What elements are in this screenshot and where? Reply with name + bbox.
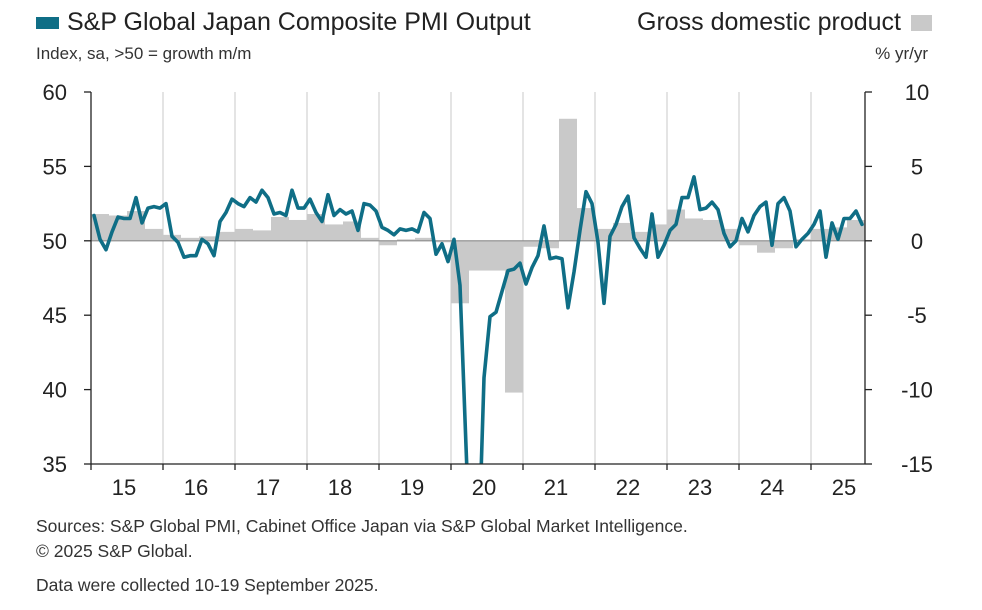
axes	[90, 92, 866, 465]
left-tick-label: 55	[43, 154, 67, 179]
legend-pmi: S&P Global Japan Composite PMI Output	[36, 8, 531, 37]
gdp-bar	[559, 118, 577, 241]
gdp-bar	[865, 218, 883, 240]
gdp-bar	[703, 219, 721, 241]
x-tick-label: 15	[112, 475, 136, 500]
x-tick-label: 16	[184, 475, 208, 500]
left-tick-label: 45	[43, 303, 67, 328]
x-tick-label: 22	[616, 475, 640, 500]
footer-copyright: © 2025 S&P Global.	[36, 541, 193, 561]
gdp-bar	[811, 228, 829, 241]
footer-sources: Sources: S&P Global PMI, Cabinet Office …	[36, 516, 688, 536]
left-axis-ticks: 60 55 50 45 40 35	[43, 80, 91, 477]
x-tick-label: 18	[328, 475, 352, 500]
right-tick-label: -5	[907, 303, 927, 328]
footer-collected: Data were collected 10-19 September 2025…	[36, 575, 379, 595]
gdp-bar	[361, 237, 379, 241]
gdp-bar	[631, 231, 649, 241]
gdp-bar	[505, 240, 523, 393]
x-tick-label: 19	[400, 475, 424, 500]
x-axis-ticks: 15 16 17 18 19 20 21 22 23 24 25	[90, 464, 856, 500]
gdp-bar	[271, 216, 289, 241]
right-axis-label: % yr/yr	[875, 44, 928, 63]
right-axis-ticks: 10 5 0 -5 -10 -15	[865, 80, 933, 477]
gdp-bar	[235, 228, 253, 241]
gdp-bar	[757, 240, 775, 253]
left-axis-label: Index, sa, >50 = growth m/m	[36, 44, 252, 63]
gdp-bar	[325, 224, 343, 241]
gdp-bar	[433, 240, 451, 243]
gdp-bar	[721, 228, 739, 241]
gdp-bar	[217, 231, 235, 241]
right-tick-label: -15	[901, 452, 933, 477]
gdp-bar	[109, 215, 127, 241]
gdp-bar	[595, 228, 613, 241]
x-tick-label: 20	[472, 475, 496, 500]
x-tick-label: 25	[832, 475, 856, 500]
right-tick-label: 0	[911, 229, 923, 254]
gdp-bar	[775, 240, 793, 249]
gdp-bars	[91, 118, 901, 393]
gdp-bar	[487, 240, 505, 271]
gdp-bar	[379, 240, 397, 246]
gdp-bar	[199, 236, 217, 241]
legend-gdp-swatch	[911, 14, 932, 31]
x-tick-label: 24	[760, 475, 784, 500]
gdp-bar	[739, 240, 757, 246]
gdp-bar	[289, 219, 307, 241]
gdp-bar	[145, 228, 163, 241]
left-tick-label: 60	[43, 80, 67, 105]
gdp-bar	[541, 240, 559, 249]
gdp-bar	[613, 222, 631, 241]
x-tick-label: 17	[256, 475, 280, 500]
legend-pmi-swatch	[36, 16, 59, 29]
gdp-bar	[883, 216, 901, 241]
gdp-bar	[685, 218, 703, 241]
left-tick-label: 35	[43, 452, 67, 477]
right-tick-label: 5	[911, 154, 923, 179]
right-tick-label: 10	[905, 80, 929, 105]
gdp-bar	[469, 240, 487, 271]
legend-gdp-label: Gross domestic product	[637, 8, 901, 36]
left-tick-label: 40	[43, 378, 67, 403]
grid	[162, 92, 812, 464]
gdp-bar	[253, 230, 271, 241]
x-tick-label: 21	[544, 475, 568, 500]
legend-pmi-label: S&P Global Japan Composite PMI Output	[67, 8, 531, 36]
legend-gdp: Gross domestic product	[637, 8, 932, 37]
pmi-line-layer	[92, 175, 864, 464]
gdp-bar	[523, 240, 541, 247]
right-tick-label: -10	[901, 378, 933, 403]
gdp-bar	[181, 237, 199, 241]
left-tick-label: 50	[43, 229, 67, 254]
pmi-line	[92, 175, 864, 464]
gdp-bar	[397, 239, 415, 241]
x-tick-label: 23	[688, 475, 712, 500]
gdp-bar	[415, 237, 433, 241]
